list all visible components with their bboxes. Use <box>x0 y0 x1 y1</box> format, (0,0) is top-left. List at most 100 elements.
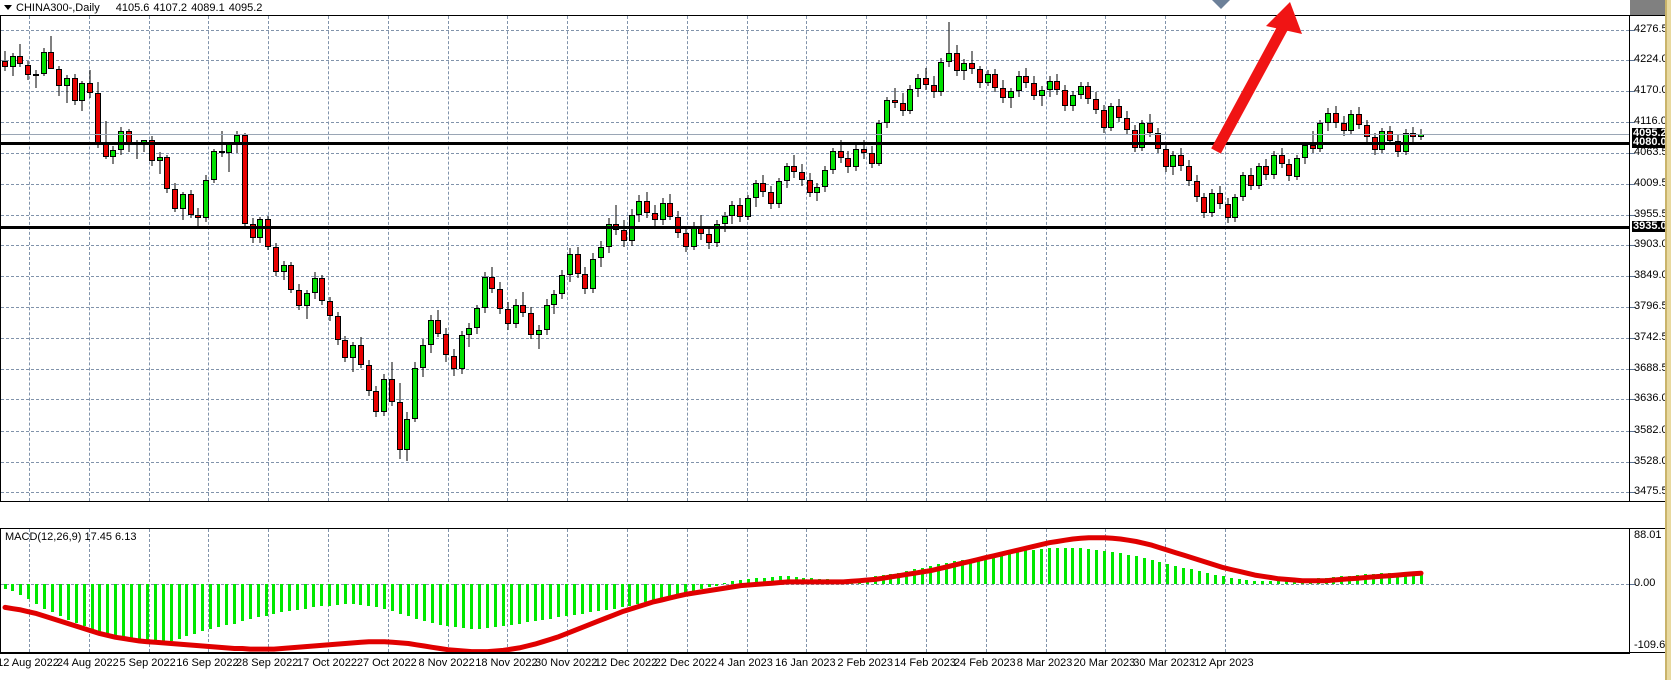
price-axis-scale[interactable]: 4276.5 4224.0 4170.0 4116.0 4063.5 4009.5 3955… <box>1630 15 1671 502</box>
macd-axis-label: 88.01 <box>1634 529 1662 541</box>
macd-histogram-bar <box>1118 553 1122 584</box>
macd-histogram-bar <box>517 583 521 624</box>
candlestick <box>342 16 349 501</box>
candlestick <box>737 16 744 501</box>
candlestick <box>149 16 156 501</box>
time-gridline <box>627 529 628 652</box>
time-axis-label: 24 Feb 2023 <box>953 657 1016 669</box>
candlestick <box>992 16 999 501</box>
time-axis[interactable]: 12 Aug 2022 24 Aug 2022 5 Sep 2022 16 Sep 2… <box>0 653 1630 680</box>
candlestick <box>1317 16 1324 501</box>
macd-histogram-bar <box>675 583 679 595</box>
price-gridline <box>1 276 1629 278</box>
candlestick <box>164 16 171 501</box>
macd-histogram-bar <box>1008 552 1012 584</box>
right-edge-strip <box>1665 0 1671 680</box>
time-gridline <box>1225 16 1226 501</box>
price-tick <box>1630 399 1635 401</box>
candlestick <box>1178 16 1185 501</box>
price-axis-label: 3955.5 <box>1634 207 1668 220</box>
time-axis-label: 12 Dec 2022 <box>594 657 658 669</box>
candlestick <box>241 16 248 501</box>
macd-histogram-bar <box>82 583 86 627</box>
macd-indicator-panel[interactable]: MACD(12,26,9) 17.45 6.13 <box>0 528 1630 653</box>
candlestick <box>590 16 597 501</box>
macd-indicator-label: MACD(12,26,9) 17.45 6.13 <box>5 531 137 543</box>
macd-histogram-bar <box>1134 556 1138 584</box>
macd-histogram-bar <box>580 583 584 614</box>
candle-body-bullish <box>1317 123 1324 149</box>
price-gridline <box>1 214 1629 216</box>
candle-body-bullish <box>946 52 952 63</box>
time-gridline <box>746 16 748 501</box>
macd-histogram-bar <box>628 583 632 607</box>
price-axis-label: 3849.0 <box>1634 269 1668 282</box>
macd-histogram-bar <box>929 565 933 584</box>
price-axis-label: 3688.5 <box>1634 362 1668 375</box>
candlestick <box>1031 16 1038 501</box>
candlestick <box>17 16 24 501</box>
candlestick <box>1185 16 1192 501</box>
candlestick <box>1247 16 1254 501</box>
support-resistance-line[interactable] <box>1 142 1629 146</box>
macd-histogram-bar <box>1142 558 1146 584</box>
support-resistance-line[interactable] <box>1 225 1629 229</box>
price-gridline <box>1 29 1629 31</box>
candle-wick <box>1010 87 1012 109</box>
candlestick <box>249 16 256 501</box>
candlestick <box>1363 16 1370 501</box>
candle-body-bearish <box>1278 154 1285 164</box>
price-tick <box>1630 29 1635 31</box>
triangle-down-icon[interactable] <box>4 5 12 10</box>
price-gridline <box>1 492 1629 494</box>
candle-body-bearish <box>1031 82 1038 96</box>
time-gridline <box>328 16 329 501</box>
candle-body-bullish <box>1294 158 1301 177</box>
candlestick <box>118 16 125 501</box>
candlestick <box>1394 16 1401 501</box>
macd-histogram-bar <box>1126 554 1130 584</box>
candlestick <box>798 16 805 501</box>
candlestick <box>721 16 728 501</box>
macd-histogram-bar <box>723 583 727 585</box>
price-gridlines <box>1 16 1629 501</box>
candle-body-bullish <box>179 193 186 209</box>
time-gridline <box>447 16 449 501</box>
candle-body-bearish <box>218 151 225 154</box>
candlestick <box>1131 16 1138 501</box>
candle-body-bullish <box>203 179 210 219</box>
price-tick <box>1630 430 1635 432</box>
time-axis-label: 14 Feb 2023 <box>894 657 956 669</box>
candlestick <box>605 16 612 501</box>
time-axis-label: 5 Sep 2022 <box>119 657 176 669</box>
candlestick <box>930 16 937 501</box>
price-chart-panel[interactable] <box>0 15 1630 502</box>
candlestick <box>172 16 179 501</box>
price-axis-label: 4170.0 <box>1634 84 1668 97</box>
time-gridline <box>866 16 868 501</box>
time-axis-label: 16 Sep 2022 <box>176 657 239 669</box>
candle-body-bearish <box>373 391 380 413</box>
candle-body-bullish <box>118 131 125 150</box>
triangle-down-marker-icon[interactable] <box>1212 0 1230 9</box>
macd-axis-scale[interactable]: 88.01 0.00 -109.63 <box>1630 528 1671 653</box>
candlestick <box>1147 16 1154 501</box>
macd-histogram-bar <box>319 583 323 607</box>
candle-body-bullish <box>210 151 217 180</box>
macd-histogram-bar <box>565 583 569 617</box>
candle-body-bullish <box>884 100 891 124</box>
macd-histogram-bar <box>114 583 118 638</box>
candlestick <box>551 16 558 501</box>
candle-body-bullish <box>79 82 86 102</box>
price-tick <box>1630 492 1635 494</box>
candle-body-bullish <box>915 78 922 89</box>
macd-histogram-bar <box>992 555 996 584</box>
candle-body-bearish <box>675 216 682 234</box>
macd-histogram-bar <box>1395 572 1399 584</box>
candle-body-bullish <box>729 205 736 216</box>
time-gridline <box>926 16 927 501</box>
macd-histogram-bar <box>153 583 157 645</box>
candle-body-bearish <box>1085 86 1092 100</box>
candle-body-bullish <box>814 186 821 193</box>
